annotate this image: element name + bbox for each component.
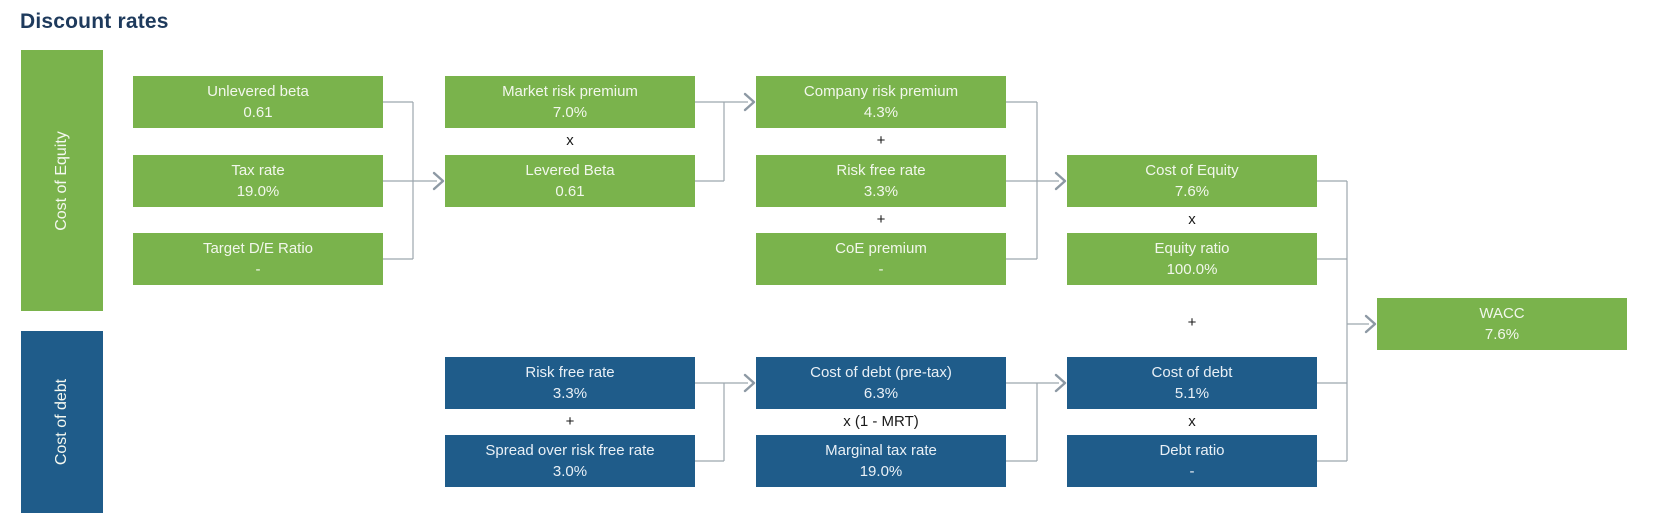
box-label: Debt ratio [1159,442,1225,460]
operator-multiply: x [1188,413,1196,430]
box-value: 0.61 [555,182,585,200]
operator-multiply: x [1188,211,1196,228]
arrow-right-icon [743,373,756,393]
box-tax-rate: Tax rate 19.0% [133,155,383,207]
box-value: - [255,260,261,278]
box-cost-of-debt-pretax: Cost of debt (pre-tax) 6.3% [756,357,1006,409]
box-label: Spread over risk free rate [485,442,655,460]
box-value: 5.1% [1174,384,1210,402]
box-company-risk-premium: Company risk premium 4.3% [756,76,1006,128]
operator-plus: + [565,413,575,430]
box-value: 19.0% [236,182,280,200]
box-label: CoE premium [835,240,927,258]
operator-plus: + [1187,314,1197,331]
sidebar-cost-of-debt: Cost of debt [21,331,103,513]
box-label: Levered Beta [525,162,615,180]
box-unlevered-beta: Unlevered beta 0.61 [133,76,383,128]
arrow-right-icon [743,92,756,112]
box-value: 7.6% [1484,325,1520,343]
box-value: 3.0% [552,462,588,480]
box-cost-of-equity: Cost of Equity 7.6% [1067,155,1317,207]
operator-plus: + [876,132,886,149]
box-value: 19.0% [859,462,903,480]
arrow-right-icon [1054,373,1067,393]
box-debt-ratio: Debt ratio - [1067,435,1317,487]
box-coe-premium: CoE premium - [756,233,1006,285]
box-value: 7.6% [1174,182,1210,200]
box-label: Target D/E Ratio [202,240,314,258]
box-label: Company risk premium [803,83,959,101]
box-value: 0.61 [243,103,273,121]
box-risk-free-rate-debt: Risk free rate 3.3% [445,357,695,409]
operator-multiply: x [566,132,574,149]
box-spread-over-risk-free-rate: Spread over risk free rate 3.0% [445,435,695,487]
box-label: Cost of debt [1151,364,1233,382]
box-value: 100.0% [1166,260,1218,278]
box-market-risk-premium: Market risk premium 7.0% [445,76,695,128]
arrow-right-icon [432,171,445,191]
box-value: 3.3% [552,384,588,402]
box-target-de-ratio: Target D/E Ratio - [133,233,383,285]
box-marginal-tax-rate: Marginal tax rate 19.0% [756,435,1006,487]
box-label: Risk free rate [836,162,926,180]
sidebar-cost-of-debt-label: Cost of debt [53,378,70,466]
box-label: Marginal tax rate [825,442,937,460]
operator-multiply-one-minus-mrt: x (1 - MRT) [843,413,919,430]
box-label: WACC [1479,305,1525,323]
arrow-right-icon [1054,171,1067,191]
box-risk-free-rate-equity: Risk free rate 3.3% [756,155,1006,207]
box-label: Equity ratio [1154,240,1230,258]
box-wacc: WACC 7.6% [1377,298,1627,350]
box-label: Market risk premium [502,83,638,101]
arrow-right-icon [1364,314,1377,334]
box-label: Tax rate [231,162,285,180]
box-value: 4.3% [863,103,899,121]
operator-plus: + [876,211,886,228]
box-levered-beta: Levered Beta 0.61 [445,155,695,207]
box-value: - [878,260,884,278]
box-label: Risk free rate [525,364,615,382]
box-value: 6.3% [863,384,899,402]
box-label: Cost of debt (pre-tax) [810,364,952,382]
box-value: - [1189,462,1195,480]
box-value: 3.3% [863,182,899,200]
sidebar-cost-of-equity: Cost of Equity [21,50,103,311]
box-value: 7.0% [552,103,588,121]
box-label: Unlevered beta [207,83,309,101]
page-title: Discount rates [20,10,169,33]
sidebar-cost-of-equity-label: Cost of Equity [53,130,71,231]
box-label: Cost of Equity [1145,162,1239,180]
box-equity-ratio: Equity ratio 100.0% [1067,233,1317,285]
box-cost-of-debt: Cost of debt 5.1% [1067,357,1317,409]
